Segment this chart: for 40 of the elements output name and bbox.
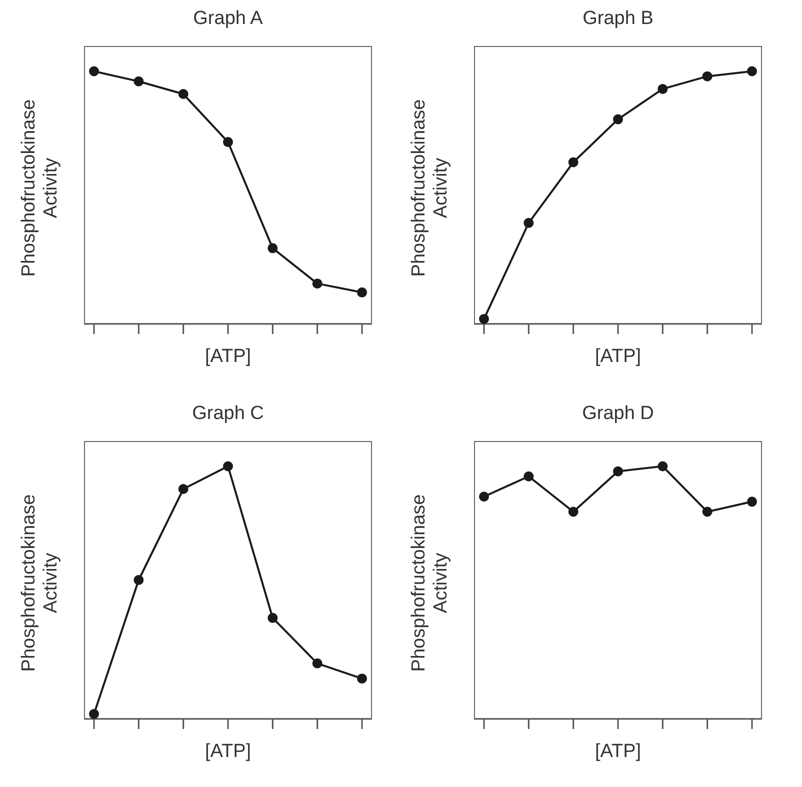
point	[178, 484, 188, 494]
point	[357, 287, 367, 298]
point	[747, 66, 757, 76]
point	[613, 466, 623, 476]
point	[134, 575, 144, 585]
point	[658, 461, 668, 472]
point	[479, 492, 489, 502]
y-axis-title: Phosphofructokinase Activity	[19, 494, 63, 672]
chart-title: Graph C	[191, 403, 265, 425]
point	[747, 496, 757, 507]
point	[89, 66, 99, 76]
point	[568, 157, 578, 168]
x-axis-title: [ATP]	[204, 346, 252, 368]
point	[702, 506, 712, 517]
point	[568, 506, 578, 517]
point	[89, 708, 99, 719]
point	[178, 89, 188, 100]
x-axis-title: [ATP]	[204, 741, 252, 763]
y-axis-title: Phosphofructokinase Activity	[19, 99, 63, 277]
x-axis-title: [ATP]	[594, 741, 642, 763]
chart-title: Graph B	[582, 8, 654, 30]
chart-title: Graph A	[192, 8, 264, 30]
x-axis-title: [ATP]	[594, 346, 642, 368]
point	[268, 243, 278, 254]
point	[524, 471, 534, 482]
point	[268, 612, 278, 623]
point	[312, 278, 322, 289]
point	[223, 461, 233, 472]
point	[658, 84, 668, 94]
point	[479, 314, 489, 324]
point	[134, 76, 144, 86]
point	[357, 674, 367, 684]
point	[702, 71, 712, 82]
point	[223, 137, 233, 148]
y-axis-title: Phosphofructokinase Activity	[409, 99, 453, 277]
point	[312, 658, 322, 668]
point	[524, 218, 534, 228]
chart-title: Graph D	[581, 403, 655, 425]
y-axis-title: Phosphofructokinase Activity	[409, 494, 453, 672]
point	[613, 114, 623, 124]
